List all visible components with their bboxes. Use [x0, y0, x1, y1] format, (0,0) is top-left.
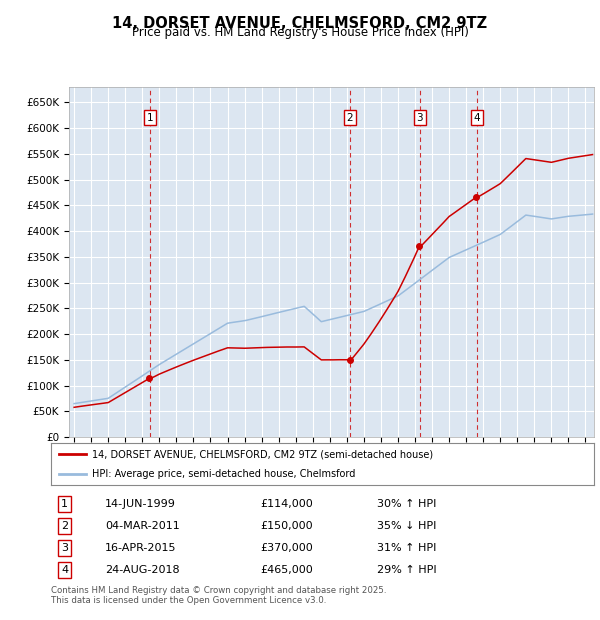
- Text: HPI: Average price, semi-detached house, Chelmsford: HPI: Average price, semi-detached house,…: [92, 469, 355, 479]
- Text: £465,000: £465,000: [260, 565, 313, 575]
- Text: 2: 2: [346, 113, 353, 123]
- Text: 35% ↓ HPI: 35% ↓ HPI: [377, 521, 436, 531]
- Text: 2: 2: [61, 521, 68, 531]
- Text: 24-AUG-2018: 24-AUG-2018: [106, 565, 180, 575]
- Text: Price paid vs. HM Land Registry's House Price Index (HPI): Price paid vs. HM Land Registry's House …: [131, 26, 469, 39]
- Text: 1: 1: [146, 113, 153, 123]
- Text: 4: 4: [474, 113, 481, 123]
- Text: 3: 3: [416, 113, 423, 123]
- Text: 14, DORSET AVENUE, CHELMSFORD, CM2 9TZ (semi-detached house): 14, DORSET AVENUE, CHELMSFORD, CM2 9TZ (…: [92, 450, 433, 459]
- Text: £370,000: £370,000: [260, 542, 313, 553]
- Text: 14-JUN-1999: 14-JUN-1999: [106, 498, 176, 509]
- Text: 29% ↑ HPI: 29% ↑ HPI: [377, 565, 436, 575]
- Text: Contains HM Land Registry data © Crown copyright and database right 2025.
This d: Contains HM Land Registry data © Crown c…: [51, 586, 386, 605]
- Text: 14, DORSET AVENUE, CHELMSFORD, CM2 9TZ: 14, DORSET AVENUE, CHELMSFORD, CM2 9TZ: [112, 16, 488, 30]
- Text: 1: 1: [61, 498, 68, 509]
- Text: 3: 3: [61, 542, 68, 553]
- Text: 16-APR-2015: 16-APR-2015: [106, 542, 177, 553]
- Text: 4: 4: [61, 565, 68, 575]
- Text: 30% ↑ HPI: 30% ↑ HPI: [377, 498, 436, 509]
- Text: 31% ↑ HPI: 31% ↑ HPI: [377, 542, 436, 553]
- Text: £114,000: £114,000: [260, 498, 313, 509]
- Text: 04-MAR-2011: 04-MAR-2011: [106, 521, 180, 531]
- Text: £150,000: £150,000: [260, 521, 313, 531]
